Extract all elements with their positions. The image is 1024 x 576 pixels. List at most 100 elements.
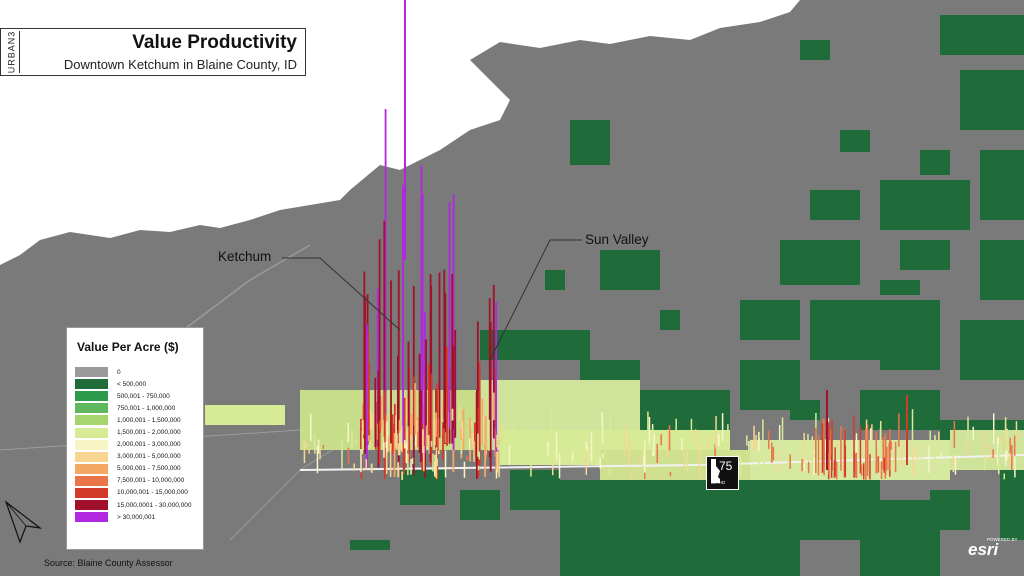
legend-label: 750,001 - 1,000,000: [117, 404, 176, 412]
value-bar: [367, 362, 370, 436]
value-bar: [989, 444, 992, 460]
value-bar: [305, 442, 307, 448]
legend-item: 750,001 - 1,000,000: [75, 402, 191, 414]
value-bars: [303, 0, 1018, 480]
value-bar: [801, 459, 803, 472]
value-bar: [965, 439, 968, 457]
legend-item: 5,000,001 - 7,500,000: [75, 463, 191, 475]
value-bar: [353, 463, 355, 471]
value-bar: [669, 471, 672, 477]
value-bar: [753, 425, 755, 450]
value-bar: [421, 193, 424, 425]
value-bar: [653, 433, 655, 456]
value-bar: [821, 423, 824, 473]
value-bar: [495, 302, 498, 468]
value-bar: [873, 446, 875, 470]
value-bar: [997, 436, 999, 447]
value-bar: [446, 346, 448, 446]
value-bar: [454, 329, 457, 438]
value-bar: [862, 463, 865, 480]
value-bar: [496, 434, 498, 448]
value-bar: [388, 435, 390, 452]
value-bar: [715, 415, 717, 448]
value-bar: [368, 414, 371, 442]
value-bar: [380, 395, 383, 431]
value-bar: [1011, 445, 1013, 470]
legend-swatch: [75, 500, 108, 511]
sun-valley-label: Sun Valley: [585, 232, 649, 247]
legend-label: 2,000,001 - 3,000,000: [117, 441, 181, 449]
value-bar: [365, 459, 368, 470]
value-bar: [399, 442, 401, 451]
legend-item: 500,001 - 750,000: [75, 390, 191, 402]
value-bar: [996, 439, 999, 465]
value-bar: [642, 435, 645, 470]
value-bar: [1006, 428, 1008, 459]
legend-label: > 30,000,001: [117, 513, 156, 521]
value-bar: [997, 445, 1000, 475]
value-bar: [758, 438, 761, 467]
value-bar: [481, 398, 484, 445]
value-bar: [967, 416, 969, 443]
value-bar: [522, 454, 525, 459]
value-bar: [406, 398, 409, 422]
value-bar: [383, 442, 385, 458]
value-bar: [416, 417, 419, 434]
value-bar: [376, 288, 379, 447]
value-bar: [426, 421, 429, 445]
value-bar: [767, 430, 770, 449]
value-bar: [473, 441, 475, 462]
value-bar: [807, 434, 809, 462]
value-bar: [758, 431, 760, 452]
value-bar: [407, 453, 409, 476]
title-box: URBAN3 Value Productivity Downtown Ketch…: [0, 28, 306, 76]
value-bar: [698, 444, 701, 478]
value-bar: [778, 425, 781, 441]
value-bar: [686, 451, 688, 474]
value-bar: [458, 406, 461, 421]
legend-label: 10,000,001 - 15,000,000: [117, 489, 188, 497]
value-bar: [934, 437, 936, 465]
compass-arrow-icon: [4, 500, 43, 544]
value-bar: [940, 452, 943, 459]
highway-state: IDAHO: [711, 480, 726, 485]
legend-swatch: [75, 451, 108, 462]
legend-item: 7,500,001 - 10,000,000: [75, 475, 191, 487]
value-bar: [364, 296, 366, 454]
value-bar: [807, 461, 810, 474]
value-bar: [496, 451, 499, 473]
value-bar: [828, 453, 830, 475]
value-bar: [538, 428, 541, 448]
value-bar: [982, 432, 985, 454]
value-bar: [466, 455, 468, 461]
value-bar: [405, 442, 408, 464]
value-bar: [442, 422, 444, 460]
brand-logo: URBAN3: [3, 31, 20, 73]
value-bar: [840, 425, 842, 471]
value-bar: [430, 440, 433, 447]
value-bar: [656, 443, 659, 464]
value-bar: [590, 432, 593, 462]
value-bar: [477, 433, 479, 457]
brand-label: URBAN3: [6, 30, 17, 74]
value-bar: [347, 447, 350, 465]
value-bar: [1001, 442, 1004, 448]
legend-swatch: [75, 427, 108, 438]
value-bar: [694, 429, 697, 444]
value-bar: [890, 441, 892, 450]
value-bar: [609, 467, 611, 477]
value-bar: [317, 439, 320, 454]
value-bar: [492, 392, 495, 421]
value-bar: [802, 459, 804, 473]
value-bar: [472, 432, 475, 445]
value-bar: [405, 430, 408, 451]
value-bar: [771, 442, 773, 463]
value-bar: [425, 425, 428, 447]
value-bar: [383, 390, 386, 468]
value-bar: [883, 457, 886, 473]
value-bar: [1013, 435, 1016, 458]
value-bar: [303, 440, 306, 464]
value-bar: [900, 443, 903, 468]
value-bar: [512, 423, 515, 449]
